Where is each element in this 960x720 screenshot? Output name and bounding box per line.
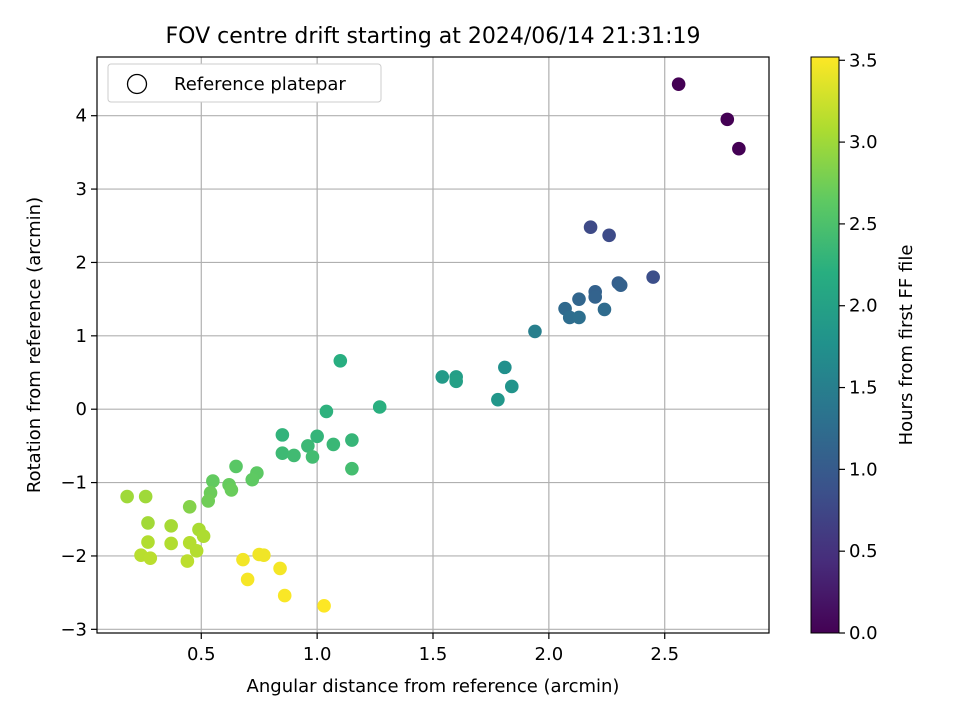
data-point: [491, 392, 505, 407]
data-point: [164, 536, 178, 551]
colorbar-tick-label: 3.0: [849, 132, 878, 153]
data-point: [646, 270, 660, 284]
data-point: [180, 554, 195, 568]
data-point: [275, 446, 290, 461]
data-point: [326, 437, 341, 452]
data-point: [333, 353, 348, 368]
data-point: [275, 428, 290, 442]
colorbar-tick-label: 1.0: [849, 459, 878, 480]
legend-marker-circle: [126, 73, 148, 95]
data-point: [498, 360, 512, 375]
data-point: [732, 141, 746, 156]
data-point: [236, 552, 250, 567]
data-point: [504, 379, 519, 394]
colorbar-tick-label: 2.0: [849, 296, 878, 317]
colorbar-tick-label: 3.5: [849, 50, 878, 71]
x-axis-ticks: 0.5 1.0 1.5 2.0 2.5: [187, 633, 679, 665]
data-point: [201, 494, 216, 508]
data-point: [572, 292, 586, 306]
data-point: [196, 529, 211, 543]
y-axis-label: Rotation from reference (arcmin): [24, 197, 45, 493]
data-point: [305, 450, 320, 464]
colorbar: 0.0 0.5 1.0 1.5 2.0 2.5 3.0 3.5 Hours from firs…: [810, 50, 917, 644]
data-point: [141, 535, 155, 549]
legend: Reference platepar: [107, 63, 382, 103]
data-point: [372, 400, 387, 414]
data-point: [164, 519, 178, 533]
data-point: [143, 551, 158, 565]
y-tick-label: −1: [60, 473, 87, 494]
y-tick-label: 1: [76, 326, 87, 347]
legend-box: [107, 63, 382, 103]
data-point: [613, 278, 628, 292]
data-point: [345, 433, 359, 447]
x-tick-label: 0.5: [187, 644, 216, 665]
x-tick-label: 2.0: [535, 644, 564, 665]
data-point: [141, 516, 155, 530]
data-point: [528, 324, 542, 339]
y-tick-label: 0: [76, 399, 87, 420]
data-point: [229, 459, 243, 474]
data-point: [671, 77, 686, 91]
data-point: [345, 461, 359, 476]
y-tick-label: 3: [76, 179, 87, 200]
data-point: [287, 448, 301, 463]
data-point: [449, 374, 463, 389]
data-point: [206, 474, 220, 488]
legend-label: Reference platepar: [174, 74, 346, 95]
colorbar-gradient: [810, 56, 840, 634]
data-point: [273, 561, 287, 576]
data-point: [317, 599, 331, 613]
data-point: [588, 290, 603, 304]
y-tick-label: 2: [76, 252, 87, 273]
y-tick-label: −2: [60, 546, 87, 567]
colorbar-label: Hours from first FF file: [896, 245, 917, 446]
y-tick-label: 4: [76, 106, 87, 127]
data-point: [572, 310, 586, 325]
colorbar-tick-label: 1.5: [849, 378, 878, 399]
data-point: [138, 489, 153, 504]
data-point: [189, 544, 204, 558]
data-point: [435, 370, 450, 384]
x-tick-label: 2.5: [650, 644, 679, 665]
data-point: [597, 302, 612, 317]
data-point: [277, 588, 292, 603]
x-tick-label: 1.5: [419, 644, 448, 665]
colorbar-tick-label: 0.0: [849, 623, 878, 644]
data-point: [310, 429, 324, 444]
colorbar-ticks: 0.0 0.5 1.0 1.5 2.0 2.5 3.0 3.5: [839, 50, 878, 644]
data-point: [583, 220, 598, 235]
chart-title: FOV centre drift starting at 2024/06/14 …: [166, 24, 701, 49]
data-point: [120, 489, 134, 504]
data-point: [240, 572, 255, 587]
data-points: [120, 77, 746, 613]
data-point: [182, 499, 197, 514]
data-point: [224, 483, 239, 497]
colorbar-tick-label: 0.5: [849, 541, 878, 562]
x-tick-label: 1.0: [303, 644, 332, 665]
data-point: [720, 112, 735, 127]
colorbar-tick-label: 2.5: [849, 214, 878, 235]
y-axis-ticks: −3 −2 −1 0 1 2 3 4: [60, 106, 97, 640]
x-axis-label: Angular distance from reference (arcmin): [247, 676, 620, 697]
data-point: [319, 404, 334, 419]
data-point: [301, 439, 315, 453]
data-point: [257, 548, 271, 563]
data-point: [602, 228, 616, 243]
data-point: [245, 472, 260, 487]
y-tick-label: −3: [60, 619, 87, 640]
